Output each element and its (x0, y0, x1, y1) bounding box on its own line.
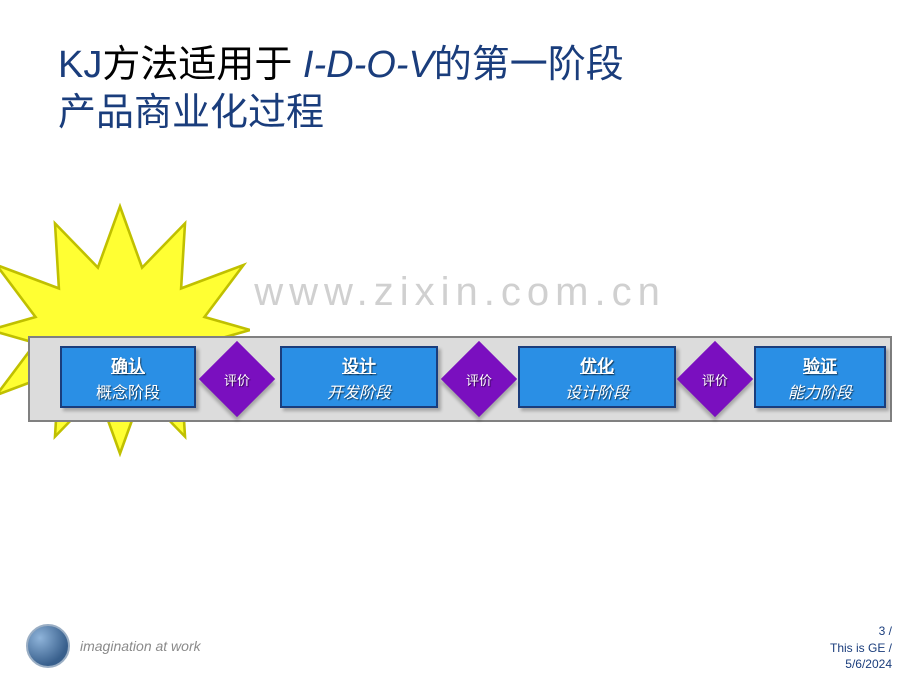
stage-identify: 确认 概念阶段 (60, 346, 196, 408)
footer-date: 5/6/2024 (830, 656, 892, 672)
gate-label-3: 评价 (685, 370, 745, 389)
gate-label-1: 评价 (207, 370, 267, 389)
title-mid: 方法适用于 (102, 44, 303, 86)
stage-design: 设计 开发阶段 (280, 346, 438, 408)
stage-verify-sub: 能力阶段 (788, 379, 852, 403)
logo: imagination at work (26, 624, 201, 668)
stage-verify: 验证 能力阶段 (754, 346, 886, 408)
stage-identify-title: 确认 (111, 352, 145, 377)
footer: 3 / This is GE / 5/6/2024 (830, 623, 892, 672)
gate-label-2: 评价 (449, 370, 509, 389)
stage-design-sub: 开发阶段 (327, 379, 391, 403)
stage-identify-sub: 概念阶段 (96, 379, 160, 403)
slide-title: KJ方法适用于 I-D-O-V的第一阶段 产品商业化过程 (58, 42, 624, 137)
stage-optimize: 优化 设计阶段 (518, 346, 676, 408)
ge-logo-icon (26, 624, 70, 668)
footer-page: 3 / (830, 623, 892, 639)
stage-optimize-sub: 设计阶段 (565, 379, 629, 403)
title-prefix: KJ (58, 44, 102, 86)
title-line2: 产品商业化过程 (58, 90, 624, 138)
stage-verify-title: 验证 (803, 352, 837, 377)
title-suffix: 的第一阶段 (434, 44, 624, 86)
stage-design-title: 设计 (342, 352, 376, 377)
title-idov: I-D-O-V (303, 44, 434, 86)
footer-line2: This is GE / (830, 640, 892, 656)
logo-tagline: imagination at work (80, 638, 201, 654)
slide: KJ方法适用于 I-D-O-V的第一阶段 产品商业化过程 www.zixin.c… (0, 0, 920, 690)
stage-optimize-title: 优化 (580, 352, 614, 377)
